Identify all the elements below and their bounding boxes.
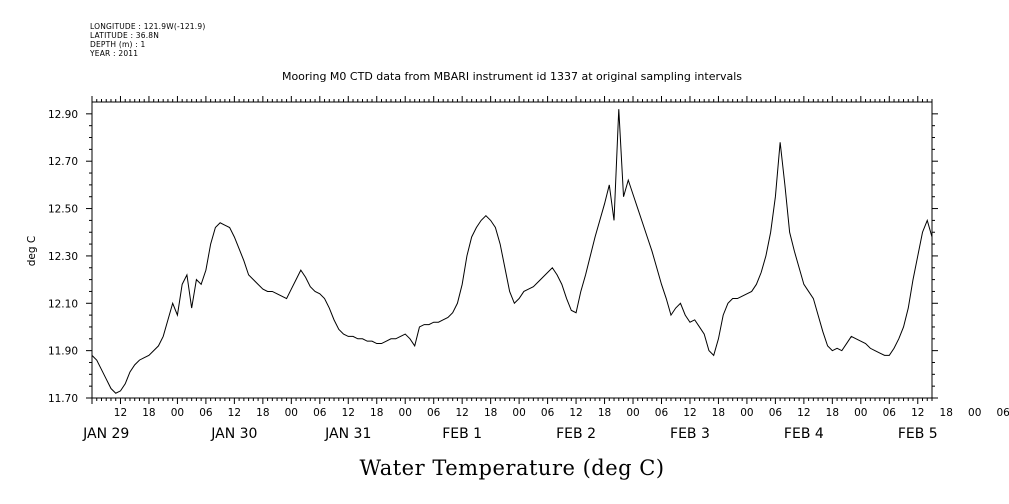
x-hour-label: 12 [455, 407, 468, 419]
x-hour-label: 00 [171, 407, 184, 419]
plot-frame [91, 101, 933, 399]
y-tick-label: 12.30 [48, 251, 78, 263]
x-hour-label: 12 [797, 407, 810, 419]
x-hour-label: 00 [854, 407, 867, 419]
x-hour-label: 12 [228, 407, 241, 419]
x-hour-label: 00 [399, 407, 412, 419]
x-axis-label: Water Temperature (deg C) [359, 456, 664, 480]
metadata-block: LONGITUDE : 121.9W(-121.9) LATITUDE : 36… [90, 22, 205, 58]
x-hour-label: 00 [740, 407, 753, 419]
temperature-series-line [91, 109, 933, 394]
x-hour-label: 18 [598, 407, 611, 419]
y-tick-label: 12.90 [48, 109, 78, 121]
x-day-label: FEB 1 [442, 426, 482, 442]
x-hour-label: 06 [883, 407, 897, 419]
x-hour-label: 18 [256, 407, 269, 419]
x-hour-label: 18 [712, 407, 725, 419]
x-hour-label: 00 [626, 407, 639, 419]
x-day-label: FEB 2 [556, 426, 596, 442]
x-hour-label: 00 [968, 407, 981, 419]
y-axis: 11.70 11.90 12.10 12.30 12.50 12.70 12.90 [48, 109, 938, 405]
y-tick-label: 12.10 [48, 298, 78, 310]
y-tick-label: 12.70 [48, 156, 78, 168]
x-hour-label: 06 [199, 407, 213, 419]
x-day-label: JAN 31 [324, 426, 371, 442]
x-hour-label: 00 [512, 407, 525, 419]
x-hour-label: 18 [940, 407, 953, 419]
x-hour-label: 06 [996, 407, 1009, 419]
x-hour-label: 18 [484, 407, 497, 419]
x-hour-label: 12 [342, 407, 355, 419]
x-hour-label: 12 [114, 407, 127, 419]
x-hour-label: 12 [683, 407, 696, 419]
x-hour-label: 18 [826, 407, 839, 419]
x-hour-label: 00 [285, 407, 298, 419]
y-tick-label: 12.50 [48, 204, 78, 216]
x-hour-label: 06 [655, 407, 669, 419]
x-hour-label: 18 [370, 407, 383, 419]
x-axis: 12 18 00 06 12 18 00 06 12 18 00 06 12 18 00 06 12 18 00 06… [82, 96, 1009, 442]
x-day-label: FEB 5 [898, 426, 938, 442]
x-hour-label: 06 [313, 407, 327, 419]
depth-text: DEPTH (m) : 1 [90, 40, 146, 49]
x-day-label: FEB 4 [784, 426, 824, 442]
x-hour-label: 06 [769, 407, 783, 419]
x-hour-label: 06 [427, 407, 441, 419]
y-tick-label: 11.90 [48, 346, 78, 358]
x-hour-label: 06 [541, 407, 555, 419]
x-day-label: FEB 3 [670, 426, 710, 442]
x-day-label: JAN 29 [82, 426, 129, 442]
y-tick-label: 11.70 [48, 393, 78, 405]
chart-title: Mooring M0 CTD data from MBARI instrumen… [282, 70, 742, 83]
latitude-text: LATITUDE : 36.8N [90, 31, 160, 40]
x-day-label: JAN 30 [210, 426, 257, 442]
x-hour-label: 12 [911, 407, 924, 419]
x-hour-label: 12 [569, 407, 582, 419]
longitude-text: LONGITUDE : 121.9W(-121.9) [90, 22, 206, 31]
year-text: YEAR : 2011 [90, 49, 139, 58]
y-axis-label: deg C [26, 236, 38, 266]
x-hour-label: 18 [142, 407, 155, 419]
